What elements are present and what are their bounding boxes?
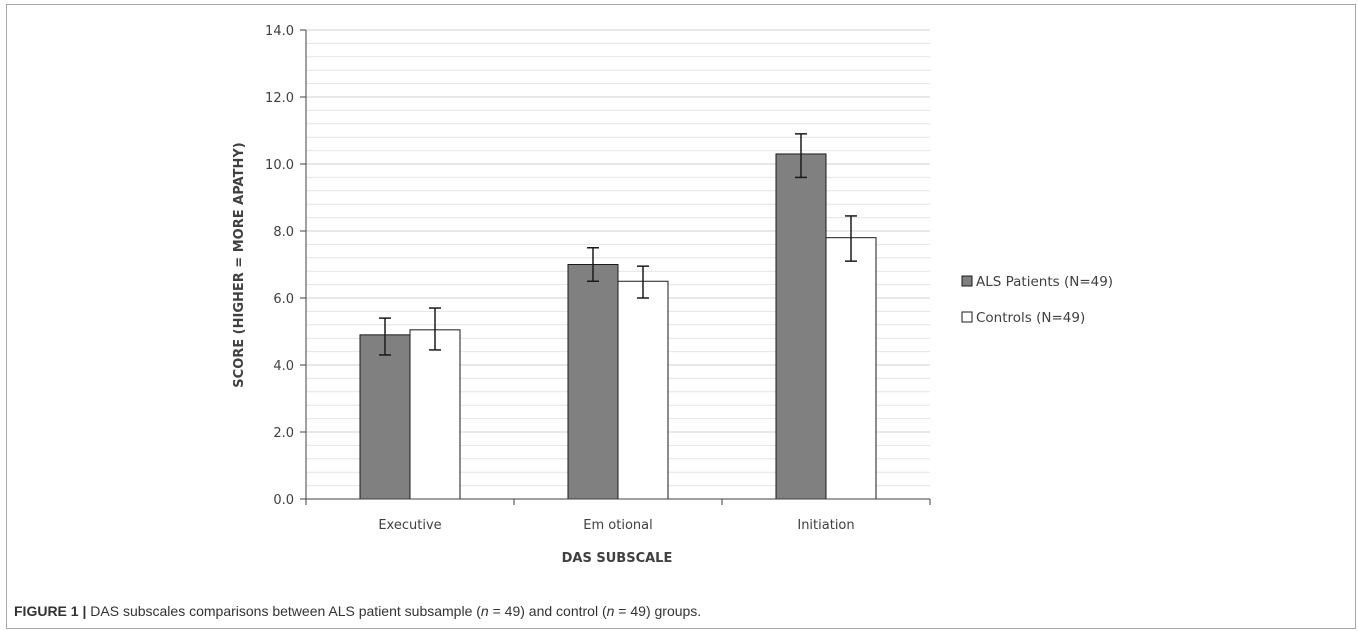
legend-swatch: [961, 311, 973, 323]
bar: [409, 329, 461, 500]
bar: [359, 334, 411, 500]
bar-chart: 0.0 2.0 4.0 6.0 8.0 10.0 12.0 14.0 Executive Em o…: [232, 24, 1113, 566]
y-tick-label: 14.0: [265, 24, 294, 39]
axes: [300, 29, 931, 505]
bars: [359, 133, 877, 500]
x-tick-label: Executive: [378, 518, 441, 533]
caption-label: FIGURE 1 |: [14, 603, 87, 619]
bar: [775, 153, 827, 500]
legend-swatch: [961, 275, 973, 287]
legend-label: Controls (N=49): [976, 310, 1085, 326]
figure-frame: [6, 4, 1356, 629]
y-tick-label: 8.0: [273, 225, 294, 240]
legend: ALS Patients (N=49) Controls (N=49): [961, 274, 1113, 326]
caption-n1-symbol: n: [480, 603, 489, 619]
y-tick-label: 4.0: [273, 359, 294, 374]
y-tick-label: 0.0: [273, 493, 294, 508]
y-tick-label: 6.0: [273, 292, 294, 307]
caption-text-2: = 49) and control (: [488, 603, 607, 619]
y-tick-label: 10.0: [265, 158, 294, 173]
caption-text-3: = 49) groups.: [614, 603, 702, 619]
bar: [567, 264, 619, 500]
y-axis-title: SCORE (HIGHER = MORE APATHY): [232, 142, 247, 387]
y-tick-label: 12.0: [265, 91, 294, 106]
y-tick-label: 2.0: [273, 426, 294, 441]
caption-text-1: DAS subscales comparisons between ALS pa…: [86, 603, 481, 619]
bar: [617, 280, 669, 500]
x-axis-title: DAS SUBSCALE: [562, 551, 673, 566]
x-tick-label: Initiation: [797, 518, 854, 533]
legend-label: ALS Patients (N=49): [976, 274, 1113, 290]
figure-caption: FIGURE 1 | DAS subscales comparisons bet…: [14, 603, 1344, 619]
tick-labels: 0.0 2.0 4.0 6.0 8.0 10.0 12.0 14.0 Executive Em o…: [265, 24, 855, 533]
bar: [825, 237, 877, 500]
x-tick-label: Em otional: [583, 518, 652, 533]
caption-n2-symbol: n: [606, 603, 615, 619]
